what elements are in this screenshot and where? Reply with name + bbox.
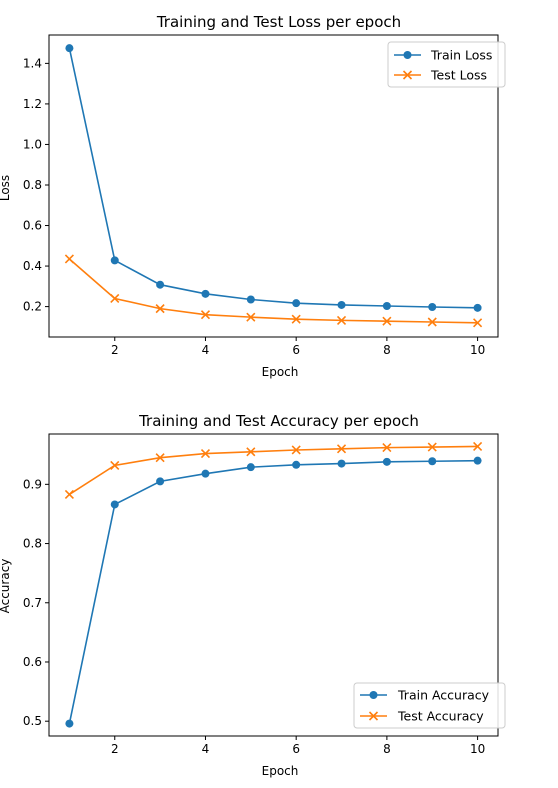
accuracy-data-point-train-accuracy	[247, 463, 255, 471]
accuracy-x-tick-label: 10	[470, 742, 485, 756]
accuracy-data-point-train-accuracy	[111, 500, 119, 508]
accuracy-data-point-train-accuracy	[201, 470, 209, 478]
accuracy-x-tick-label: 4	[202, 742, 210, 756]
loss-data-point-train-loss	[383, 302, 391, 310]
accuracy-data-point-train-accuracy	[474, 457, 482, 465]
accuracy-y-tick-label: 0.5	[23, 714, 42, 728]
accuracy-y-tick-label: 0.8	[23, 537, 42, 551]
loss-legend: Train Loss Test Loss	[388, 42, 505, 87]
accuracy-x-axis-label: Epoch	[262, 764, 299, 778]
accuracy-legend-train-marker	[370, 691, 378, 699]
loss-y-tick-label: 1.4	[23, 56, 42, 70]
loss-data-point-train-loss	[292, 299, 300, 307]
accuracy-legend-train-label: Train Accuracy	[397, 688, 490, 703]
loss-x-tick-label: 4	[202, 343, 210, 357]
loss-legend-train-marker	[404, 51, 412, 59]
loss-y-tick-label: 0.4	[23, 259, 42, 273]
accuracy-x-tick-label: 6	[292, 742, 300, 756]
accuracy-y-tick-label: 0.7	[23, 596, 42, 610]
loss-data-point-train-loss	[247, 296, 255, 304]
accuracy-data-point-train-accuracy	[338, 460, 346, 468]
loss-y-tick-label: 0.6	[23, 219, 42, 233]
loss-x-tick-label: 8	[383, 343, 391, 357]
loss-x-tick-label: 6	[292, 343, 300, 357]
loss-data-point-test-loss	[65, 255, 73, 263]
loss-data-point-train-loss	[474, 304, 482, 312]
loss-x-tick-label: 10	[470, 343, 485, 357]
accuracy-series-line-test-accuracy	[69, 446, 477, 494]
loss-chart: Training and Test Loss per epoch 2 4 6 8 10 0…	[0, 13, 505, 379]
loss-y-tick-label: 1.0	[23, 137, 42, 151]
accuracy-chart-title: Training and Test Accuracy per epoch	[138, 412, 419, 430]
accuracy-x-tick-label: 8	[383, 742, 391, 756]
loss-legend-test-label: Test Loss	[430, 68, 487, 83]
loss-y-tick-label: 0.8	[23, 178, 42, 192]
accuracy-data-point-train-accuracy	[156, 477, 164, 485]
accuracy-y-tick-label: 0.9	[23, 477, 42, 491]
loss-data-point-train-loss	[201, 290, 209, 298]
loss-y-axis-label: Loss	[0, 175, 12, 201]
loss-data-point-train-loss	[156, 281, 164, 289]
accuracy-legend-test-label: Test Accuracy	[397, 709, 484, 724]
accuracy-data-point-train-accuracy	[65, 720, 73, 728]
loss-y-tick-label: 0.2	[23, 300, 42, 314]
loss-legend-train-label: Train Loss	[430, 48, 492, 63]
accuracy-y-axis-label: Accuracy	[0, 559, 12, 614]
loss-data-point-train-loss	[338, 301, 346, 309]
loss-chart-title: Training and Test Loss per epoch	[156, 13, 401, 31]
accuracy-chart: Training and Test Accuracy per epoch 2 4 6…	[0, 412, 505, 778]
loss-y-tick-label: 1.2	[23, 97, 42, 111]
loss-data-point-train-loss	[65, 44, 73, 52]
loss-x-tick-label: 2	[111, 343, 119, 357]
accuracy-y-tick-label: 0.6	[23, 655, 42, 669]
accuracy-x-tick-label: 2	[111, 742, 119, 756]
accuracy-legend: Train Accuracy Test Accuracy	[354, 683, 505, 728]
accuracy-data-point-test-accuracy	[65, 490, 73, 498]
accuracy-data-point-train-accuracy	[428, 457, 436, 465]
loss-data-point-train-loss	[111, 256, 119, 264]
accuracy-data-point-train-accuracy	[383, 458, 391, 466]
accuracy-data-point-train-accuracy	[292, 461, 300, 469]
loss-x-axis-label: Epoch	[262, 365, 299, 379]
loss-data-point-train-loss	[428, 303, 436, 311]
loss-plot-area: 2 4 6 8 10 0.2 0.4 0.6 0.8 1.0 1.2 1.4	[23, 44, 485, 357]
